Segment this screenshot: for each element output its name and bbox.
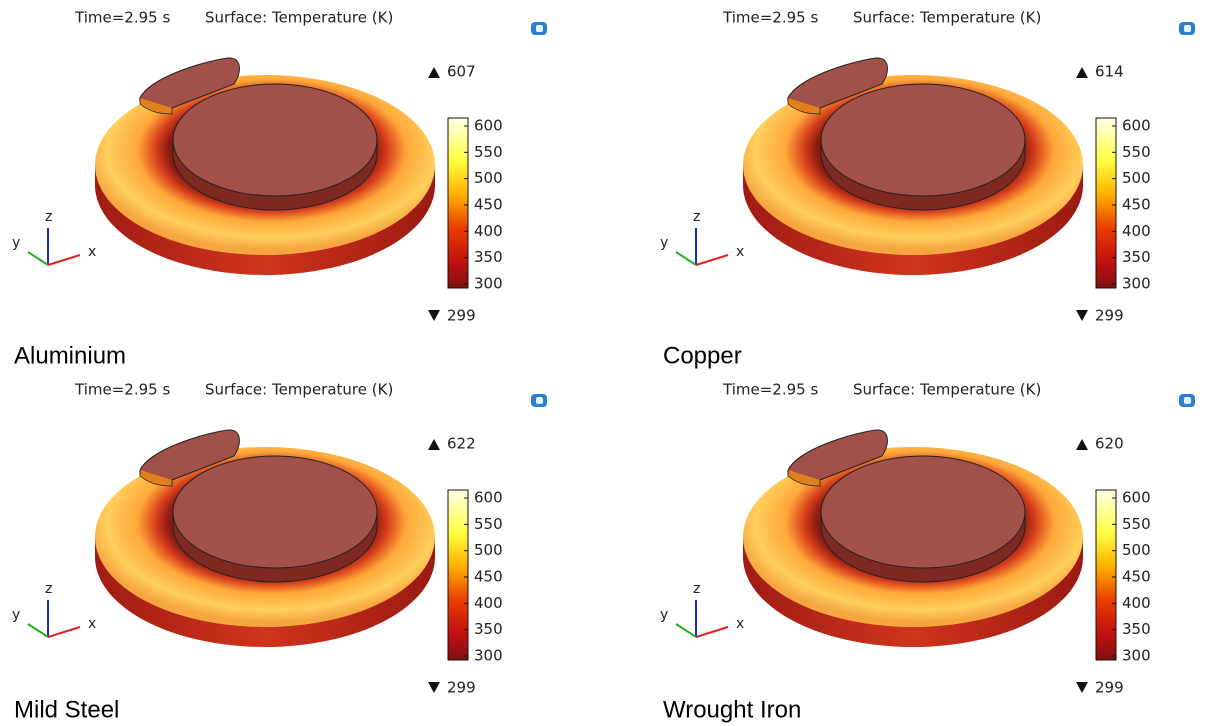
title-time: Time=2.95 s [722, 381, 818, 399]
colorbar-label: 300 [1122, 275, 1151, 293]
colorbar-label: 500 [474, 541, 503, 559]
colorbar-label: 600 [1122, 117, 1151, 135]
inner-top [821, 456, 1025, 568]
plot-panel: Time=2.95 s Surface: Temperature (K) z y x 61… [660, 9, 1195, 325]
min-marker [428, 682, 440, 693]
caption: Aluminium [14, 342, 126, 369]
max-marker [428, 439, 440, 450]
colorbar-label: 350 [1122, 248, 1151, 266]
axis-label: x [736, 616, 744, 632]
colorbar-label: 500 [1122, 541, 1151, 559]
colorbar-label: 550 [474, 515, 503, 533]
title-quantity: Surface: Temperature (K) [853, 9, 1041, 27]
title-quantity: Surface: Temperature (K) [205, 9, 393, 27]
icon-inner [1184, 397, 1191, 404]
axis-label: y [660, 235, 668, 251]
colorbar-label: 500 [1122, 169, 1151, 187]
colorbar-label: 600 [474, 489, 503, 507]
axis-label: z [45, 209, 52, 225]
colorbar [1096, 118, 1116, 288]
min-marker [1076, 682, 1088, 693]
title-quantity: Surface: Temperature (K) [853, 381, 1041, 399]
axis-label: x [88, 244, 96, 260]
axis-label: z [693, 209, 700, 225]
title-time: Time=2.95 s [722, 9, 818, 27]
colorbar-label: 450 [1122, 568, 1151, 586]
min-value: 299 [447, 679, 476, 697]
max-value: 620 [1095, 435, 1124, 453]
icon-inner [536, 397, 543, 404]
colorbar-label: 400 [474, 222, 503, 240]
axis-y [676, 252, 696, 265]
axis-label: z [45, 581, 52, 597]
colorbar-label: 350 [474, 248, 503, 266]
colorbar-label: 300 [1122, 647, 1151, 665]
figure: Time=2.95 s Surface: Temperature (K) z y x 60… [0, 0, 1207, 726]
colorbar [448, 490, 468, 660]
axis-y [28, 624, 48, 637]
colorbar-label: 450 [474, 196, 503, 214]
axis-y [28, 252, 48, 265]
colorbar [448, 118, 468, 288]
plot-panel: Time=2.95 s Surface: Temperature (K) z y x 62… [12, 381, 547, 697]
icon-inner [536, 25, 543, 32]
max-value: 614 [1095, 63, 1124, 81]
max-marker [1076, 67, 1088, 78]
plot-panel: Time=2.95 s Surface: Temperature (K) z y x 62… [660, 381, 1195, 697]
colorbar-label: 550 [474, 143, 503, 161]
colorbar-label: 600 [1122, 489, 1151, 507]
max-marker [428, 67, 440, 78]
axis-label: z [693, 581, 700, 597]
icon-inner [1184, 25, 1191, 32]
axis-label: y [660, 607, 668, 623]
max-value: 607 [447, 63, 476, 81]
colorbar-label: 400 [1122, 594, 1151, 612]
axis-x [696, 627, 728, 637]
min-marker [428, 310, 440, 321]
plot-panel: Time=2.95 s Surface: Temperature (K) z y x 60… [12, 9, 547, 325]
colorbar-label: 500 [474, 169, 503, 187]
colorbar-label: 450 [1122, 196, 1151, 214]
axis-label: y [12, 607, 20, 623]
title-quantity: Surface: Temperature (K) [205, 381, 393, 399]
min-value: 299 [1095, 679, 1124, 697]
colorbar-label: 400 [1122, 222, 1151, 240]
axis-x [48, 255, 80, 265]
colorbar [1096, 490, 1116, 660]
caption: Mild Steel [14, 696, 119, 723]
caption: Copper [663, 342, 742, 369]
max-marker [1076, 439, 1088, 450]
colorbar-label: 350 [1122, 620, 1151, 638]
axis-x [696, 255, 728, 265]
colorbar-label: 550 [1122, 143, 1151, 161]
axis-label: x [736, 244, 744, 260]
colorbar-label: 350 [474, 620, 503, 638]
colorbar-label: 450 [474, 568, 503, 586]
inner-top [821, 84, 1025, 196]
colorbar-label: 300 [474, 647, 503, 665]
inner-top [173, 456, 377, 568]
title-time: Time=2.95 s [74, 9, 170, 27]
colorbar-label: 300 [474, 275, 503, 293]
min-value: 299 [447, 307, 476, 325]
min-value: 299 [1095, 307, 1124, 325]
axis-y [676, 624, 696, 637]
max-value: 622 [447, 435, 476, 453]
colorbar-label: 600 [474, 117, 503, 135]
axis-label: x [88, 616, 96, 632]
title-time: Time=2.95 s [74, 381, 170, 399]
colorbar-label: 400 [474, 594, 503, 612]
inner-top [173, 84, 377, 196]
axis-label: y [12, 235, 20, 251]
colorbar-label: 550 [1122, 515, 1151, 533]
axis-x [48, 627, 80, 637]
min-marker [1076, 310, 1088, 321]
caption: Wrought Iron [663, 696, 801, 723]
